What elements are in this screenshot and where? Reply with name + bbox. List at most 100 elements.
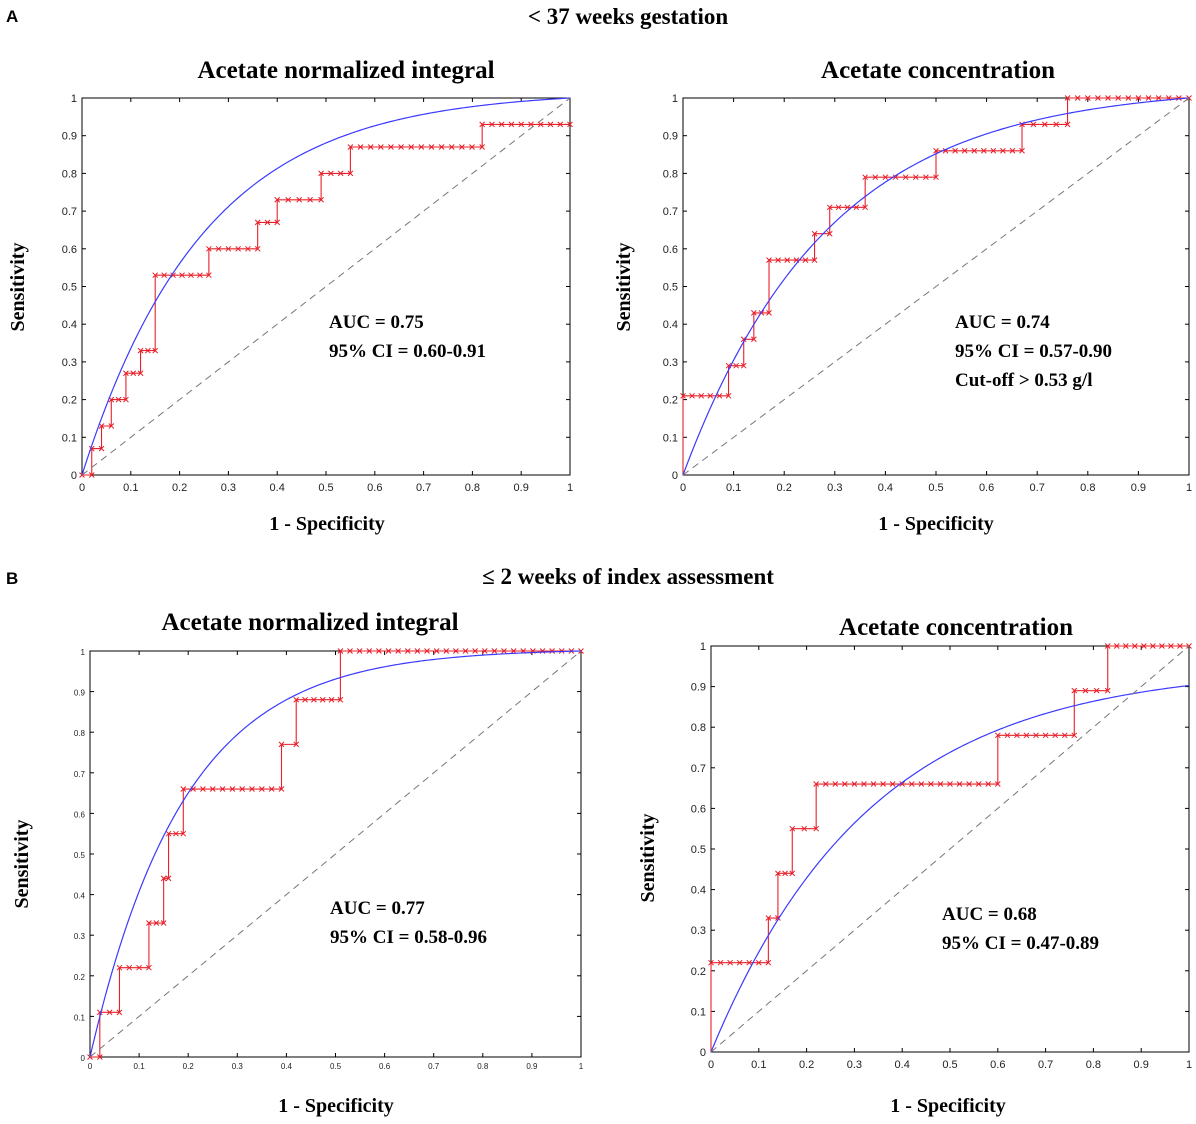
roc-point-marker bbox=[1168, 643, 1174, 649]
roc-point-marker bbox=[698, 392, 705, 399]
x-tick-label: 0.5 bbox=[330, 1062, 342, 1071]
x-tick-label: 0.4 bbox=[270, 482, 285, 494]
roc-point-marker bbox=[328, 170, 334, 177]
ci-annotation: 95% CI = 0.60-0.91 bbox=[329, 341, 486, 362]
roc-point-marker bbox=[285, 196, 292, 203]
roc-point-marker bbox=[841, 781, 848, 787]
x-tick-label: 0.3 bbox=[847, 1059, 862, 1071]
roc-point-marker bbox=[740, 362, 747, 369]
roc-point-marker bbox=[328, 696, 335, 703]
roc-point-marker bbox=[491, 648, 498, 654]
roc-point-marker bbox=[1071, 732, 1078, 739]
roc-point-marker bbox=[152, 272, 159, 279]
roc-point-marker bbox=[956, 781, 963, 787]
roc-point-marker bbox=[424, 648, 430, 654]
roc-point-marker bbox=[537, 121, 544, 128]
roc-point-marker bbox=[908, 781, 915, 787]
roc-point-marker bbox=[462, 648, 469, 654]
roc-point-marker bbox=[975, 781, 982, 787]
y-tick-label: 0.6 bbox=[74, 810, 86, 819]
roc-point-marker bbox=[489, 121, 495, 128]
roc-point-marker bbox=[835, 204, 842, 211]
roc-point-marker bbox=[1122, 643, 1129, 649]
y-tick-label: 0.5 bbox=[691, 844, 706, 856]
x-tick-label: 0.2 bbox=[799, 1059, 814, 1071]
roc-point-marker bbox=[872, 174, 879, 181]
roc-point-marker bbox=[1104, 643, 1111, 649]
fitted-roc-curve bbox=[710, 684, 1190, 1053]
roc-point-marker bbox=[347, 648, 353, 654]
x-tick-label: 0.8 bbox=[1086, 1059, 1101, 1071]
ci-annotation: 95% CI = 0.58-0.96 bbox=[330, 927, 487, 948]
y-axis-label: Sensitivity bbox=[613, 243, 635, 332]
x-tick-label: 0 bbox=[88, 1062, 93, 1071]
roc-point-marker bbox=[766, 310, 772, 316]
roc-point-marker bbox=[170, 272, 176, 279]
roc-point-marker bbox=[689, 392, 695, 399]
roc-point-marker bbox=[115, 396, 122, 403]
roc-point-marker bbox=[501, 648, 507, 654]
auc-annotation: AUC = 0.77 bbox=[330, 898, 425, 919]
roc-point-marker bbox=[225, 245, 232, 252]
x-tick-label: 0.6 bbox=[379, 1062, 391, 1071]
roc-point-marker bbox=[1041, 121, 1048, 128]
y-tick-label: 0.8 bbox=[691, 722, 706, 734]
roc-point-marker bbox=[145, 347, 151, 354]
y-tick-label: 0.7 bbox=[691, 763, 706, 775]
x-axis-label: 1 - Specificity bbox=[890, 1095, 1006, 1117]
roc-point-marker bbox=[116, 1009, 123, 1016]
y-tick-label: 0.2 bbox=[74, 973, 86, 982]
roc-point-marker bbox=[733, 362, 739, 369]
roc-point-marker bbox=[1061, 732, 1068, 739]
chart-b-concentration: Acetate concentration 1 - Specificity Se… bbox=[637, 614, 1192, 1117]
roc-point-marker bbox=[481, 648, 488, 654]
roc-point-marker bbox=[274, 219, 281, 226]
roc-point-marker bbox=[947, 781, 953, 787]
x-tick-label: 0.1 bbox=[123, 482, 138, 494]
roc-point-marker bbox=[826, 230, 833, 237]
y-tick-label: 0.9 bbox=[74, 689, 86, 698]
x-tick-label: 0.1 bbox=[726, 482, 741, 494]
roc-point-marker bbox=[197, 272, 203, 279]
x-tick-label: 0 bbox=[79, 482, 85, 494]
roc-point-marker bbox=[235, 245, 242, 252]
roc-point-marker bbox=[347, 170, 354, 177]
x-tick-label: 0.1 bbox=[751, 1059, 766, 1071]
roc-point-marker bbox=[264, 219, 271, 226]
roc-point-marker bbox=[813, 781, 820, 787]
y-tick-label: 0.1 bbox=[62, 432, 77, 444]
roc-point-marker bbox=[433, 648, 440, 654]
roc-point-marker bbox=[376, 648, 382, 654]
roc-point-marker bbox=[716, 392, 723, 399]
roc-point-marker bbox=[395, 648, 402, 654]
roc-point-marker bbox=[994, 781, 1001, 787]
chart-b-normalized-integral: Acetate normalized integral 1 - Specific… bbox=[11, 609, 584, 1117]
roc-point-marker bbox=[318, 196, 324, 203]
roc-point-marker bbox=[428, 144, 435, 150]
x-tick-label: 0.2 bbox=[172, 482, 187, 494]
roc-point-marker bbox=[980, 147, 987, 154]
roc-point-marker bbox=[278, 786, 285, 792]
y-tick-label: 0.1 bbox=[691, 1006, 706, 1018]
x-tick-label: 0.4 bbox=[895, 1059, 910, 1071]
roc-point-marker bbox=[472, 648, 478, 654]
roc-point-marker bbox=[862, 204, 869, 211]
roc-point-marker bbox=[912, 174, 919, 181]
roc-point-marker bbox=[96, 1054, 103, 1060]
y-tick-label: 0.5 bbox=[663, 282, 678, 294]
y-tick-label: 0.8 bbox=[74, 729, 86, 738]
roc-point-marker bbox=[249, 786, 255, 792]
roc-point-marker bbox=[160, 875, 167, 882]
roc-point-marker bbox=[813, 825, 820, 832]
roc-point-marker bbox=[1000, 147, 1006, 154]
x-tick-label: 0.3 bbox=[221, 482, 236, 494]
y-tick-label: 0.2 bbox=[691, 966, 706, 978]
roc-point-marker bbox=[245, 245, 251, 252]
fitted-roc-curve bbox=[89, 650, 582, 1058]
chart-a-normalized-integral: Acetate normalized integral 1 - Specific… bbox=[7, 57, 573, 535]
roc-point-marker bbox=[319, 696, 326, 703]
roc-point-marker bbox=[784, 257, 791, 263]
roc-point-marker bbox=[736, 959, 743, 966]
roc-point-marker bbox=[549, 648, 555, 654]
